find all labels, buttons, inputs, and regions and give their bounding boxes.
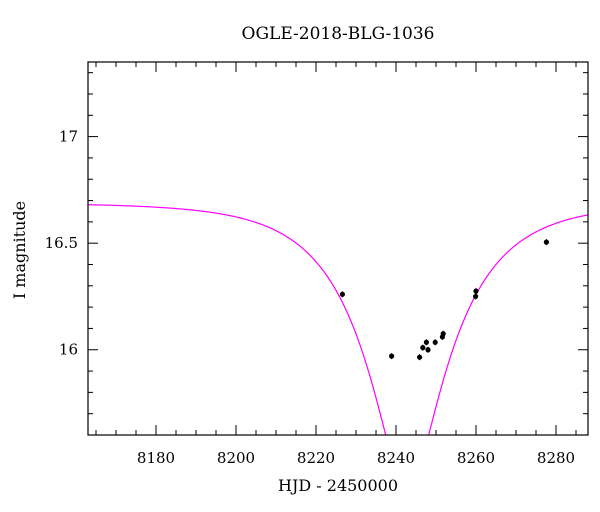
plot-area bbox=[87, 61, 589, 436]
data-point-marker bbox=[417, 354, 423, 360]
y-tick-label: 16 bbox=[59, 341, 78, 359]
data-point bbox=[389, 353, 395, 360]
plot-frame bbox=[87, 61, 589, 436]
chart-title: OGLE-2018-BLG-1036 bbox=[242, 24, 435, 44]
data-point-marker bbox=[420, 345, 426, 351]
data-point-marker bbox=[473, 288, 479, 294]
model-curve-line bbox=[88, 204, 588, 435]
data-point-marker bbox=[425, 347, 431, 353]
data-point-marker bbox=[432, 339, 438, 345]
x-tick-label: 8200 bbox=[217, 449, 255, 467]
data-point bbox=[473, 288, 479, 295]
y-tick-label: 16.5 bbox=[45, 234, 78, 252]
data-point bbox=[432, 339, 438, 346]
y-axis-label: I magnitude bbox=[10, 201, 29, 299]
data-point-marker bbox=[423, 339, 429, 345]
x-tick-label: 8220 bbox=[297, 449, 335, 467]
y-axis: 16 16.5 17 bbox=[45, 72, 588, 436]
data-point bbox=[440, 330, 446, 337]
y-tick-label: 17 bbox=[59, 128, 78, 146]
x-tick-label: 8260 bbox=[457, 449, 495, 467]
data-point bbox=[425, 346, 431, 353]
data-point-marker bbox=[543, 239, 550, 245]
data-point-marker bbox=[440, 331, 446, 337]
x-axis-label: HJD - 2450000 bbox=[278, 476, 398, 495]
x-tick-label: 8180 bbox=[137, 449, 175, 467]
data-point bbox=[543, 239, 550, 246]
data-point-marker bbox=[389, 353, 395, 359]
x-tick-label: 8240 bbox=[377, 449, 415, 467]
data-point bbox=[339, 291, 345, 298]
data-point bbox=[417, 354, 423, 361]
data-point bbox=[473, 293, 479, 300]
data-point-marker bbox=[473, 293, 479, 300]
x-tick-label: 8280 bbox=[537, 449, 575, 467]
x-axis: 8180 8200 8220 8240 8260 8280 bbox=[95, 62, 577, 467]
data-point bbox=[420, 344, 426, 351]
data-point bbox=[423, 339, 429, 346]
data-point-marker bbox=[339, 291, 345, 297]
